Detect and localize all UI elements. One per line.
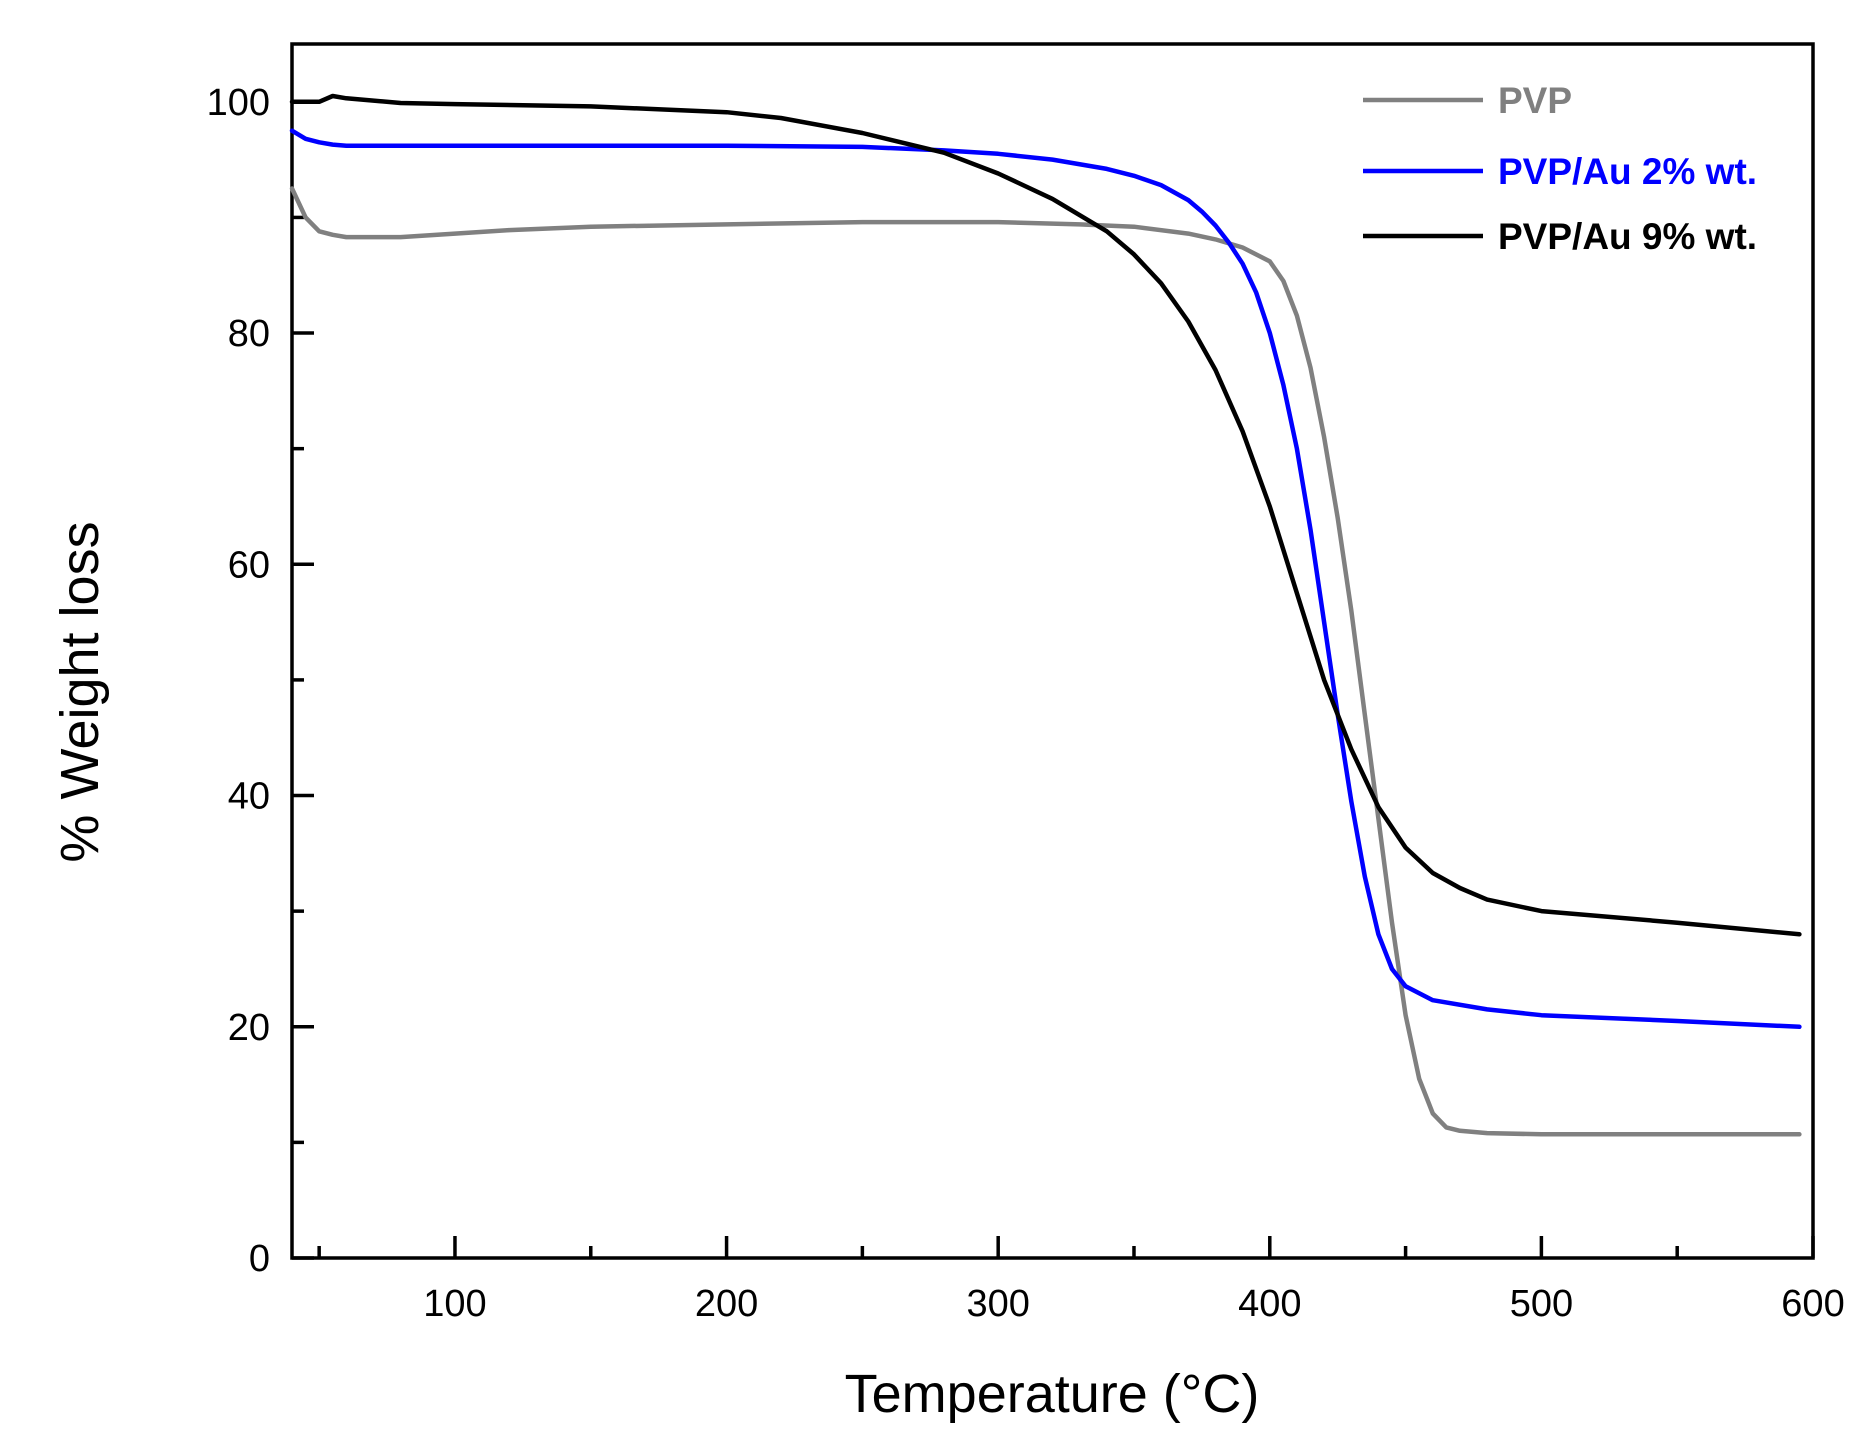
series-line-pvp-au-9-wt [289, 93, 1802, 937]
x-tick-label: 400 [1238, 1283, 1301, 1325]
series-lines [289, 93, 1802, 1137]
y-axis-title: % Weight loss [50, 521, 110, 862]
x-tick-label: 300 [966, 1283, 1029, 1325]
x-axis-ticks: 100 200 300 400 500 600 [317, 1236, 1845, 1325]
x-tick-label: 600 [1781, 1283, 1844, 1325]
y-tick-label: 100 [207, 82, 270, 124]
legend-label-pvp: PVP [1498, 80, 1572, 121]
y-tick-label: 0 [249, 1238, 270, 1280]
x-tick-label: 100 [423, 1283, 486, 1325]
x-axis-title: Temperature (°C) [845, 1364, 1260, 1424]
legend-label-pvp-au-2-wt: PVP/Au 2% wt. [1498, 151, 1757, 192]
series-line-pvp [289, 186, 1802, 1137]
x-tick-label: 200 [695, 1283, 758, 1325]
y-tick-label: 60 [228, 544, 270, 586]
y-axis-ticks: 0 20 40 60 80 100 [207, 82, 314, 1280]
x-tick-label: 500 [1510, 1283, 1573, 1325]
series-line-pvp-au-2-wt [289, 128, 1802, 1030]
y-tick-label: 20 [228, 1007, 270, 1049]
y-tick-label: 40 [228, 776, 270, 818]
y-tick-label: 80 [228, 313, 270, 355]
legend-label-pvp-au-9-wt: PVP/Au 9% wt. [1498, 216, 1757, 257]
plot-frame [290, 42, 1815, 1260]
legend: PVP PVP/Au 2% wt. PVP/Au 9% wt. [1363, 80, 1757, 257]
